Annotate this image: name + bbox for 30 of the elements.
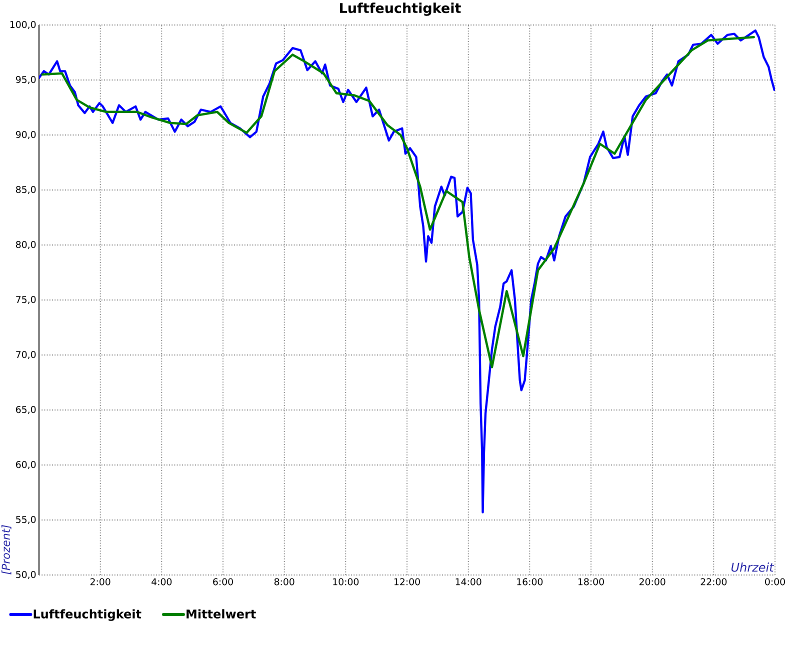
y-tick-label: 80,0: [16, 240, 36, 250]
legend-label: Mittelwert: [186, 609, 256, 618]
y-tick-label: 50,0: [16, 570, 36, 580]
x-tick-label: 10:00: [333, 578, 359, 586]
x-tick-label: 4:00: [152, 578, 172, 586]
x-tick-label: 8:00: [274, 578, 294, 586]
x-tick-label: 22:00: [700, 578, 727, 586]
x-tick-label: 0:00: [765, 578, 785, 586]
y-tick-label: 100,0: [10, 20, 36, 30]
y-tick-label: 70,0: [16, 350, 36, 360]
y-tick-label: 60,0: [16, 460, 36, 470]
x-tick-label: 12:00: [394, 578, 420, 586]
y-axis-title: [Prozent]: [1, 525, 12, 574]
x-tick-label: 18:00: [578, 578, 604, 586]
x-tick-label: 2:00: [90, 578, 110, 586]
legend-label: Luftfeuchtigkeit: [34, 609, 142, 621]
y-tick-label: 75,0: [16, 296, 36, 304]
chart-title: Luftfeuchtigkeit: [340, 2, 461, 16]
x-axis-title: Uhrzeit: [731, 562, 774, 572]
y-tick-label: 85,0: [16, 186, 36, 194]
line-series: [39, 29, 776, 514]
x-tick-label: 14:00: [456, 578, 482, 586]
y-tick-label: 65,0: [16, 406, 36, 414]
x-tick-label: 6:00: [213, 578, 233, 586]
y-tick-label: 95,0: [16, 76, 36, 84]
y-tick-label: 55,0: [16, 516, 36, 524]
x-tick-label: 16:00: [517, 578, 543, 586]
line-series: [41, 36, 755, 368]
x-tick-label: 20:00: [639, 578, 666, 586]
y-tick-label: 90,0: [16, 130, 36, 140]
